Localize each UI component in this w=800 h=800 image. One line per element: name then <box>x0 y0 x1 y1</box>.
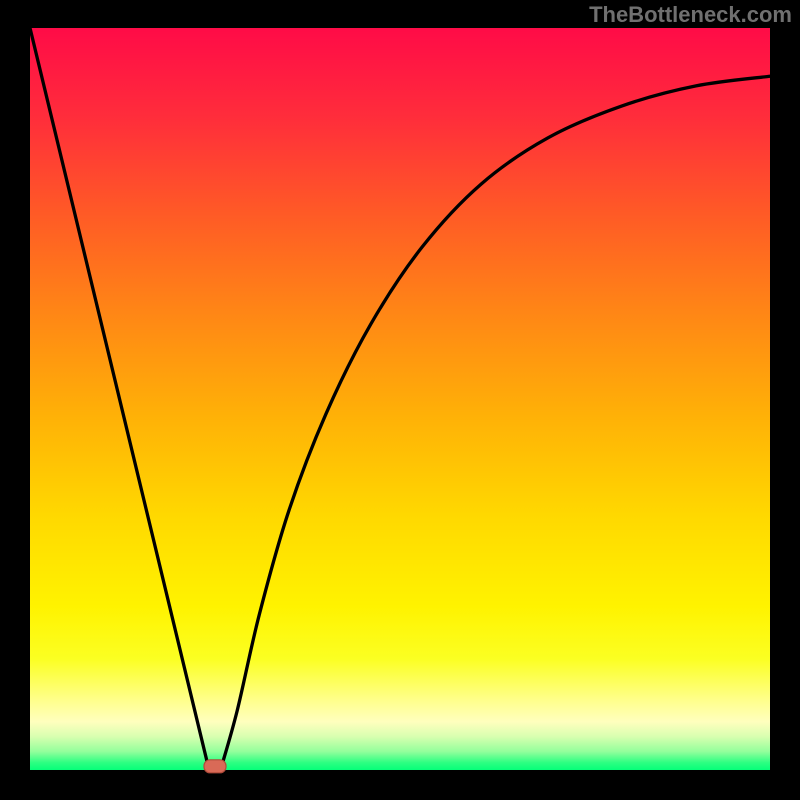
bottleneck-chart <box>0 0 800 800</box>
chart-container: TheBottleneck.com <box>0 0 800 800</box>
minimum-marker <box>204 760 226 773</box>
plot-background-gradient <box>30 28 770 770</box>
attribution-text: TheBottleneck.com <box>589 2 792 28</box>
